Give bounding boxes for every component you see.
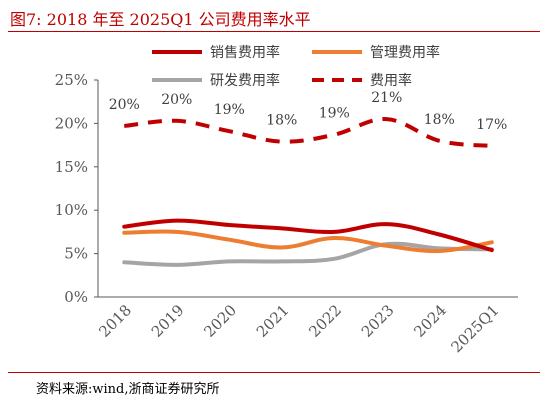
x-tick-label: 2019 [148,301,188,341]
x-tick-label: 2025Q1 [447,301,502,356]
y-tick-label: 20% [55,114,88,132]
data-label-total: 19% [214,102,245,118]
x-tick-label: 2024 [410,301,450,341]
y-tick-label: 10% [55,201,88,219]
series-layer [122,117,494,267]
data-label-total: 18% [424,112,455,128]
data-labels: 20% 20% 19% 18% 19% 21% 18% 17% [109,90,508,133]
y-tick-label: 15% [55,158,88,176]
x-tick-label: 2023 [358,301,398,341]
x-tick-label: 2021 [253,301,293,341]
x-tick-label: 2018 [95,301,135,341]
source-note: 资料来源:wind,浙商证券研究所 [36,382,220,397]
y-tick-label: 5% [64,245,88,263]
series-line-rnd [122,241,494,267]
legend-label-total: 费用率 [370,72,412,89]
y-tick-label: 0% [64,288,88,306]
legend-label-rnd: 研发费用率 [210,72,280,89]
data-label-total: 20% [109,97,140,113]
data-label-total: 19% [319,106,350,122]
data-label-total: 20% [161,92,192,108]
legend-label-admin: 管理费用率 [370,44,440,61]
data-label-total: 18% [266,113,297,129]
series-line-total [124,117,493,148]
y-axis: 0% 5% 10% 15% 20% 25% [55,71,99,306]
y-tick-label: 25% [55,71,88,89]
chart-title: 图7: 2018 年至 2025Q1 公司费用率水平 [10,10,311,29]
x-tick-label: 2022 [305,301,345,341]
series-line-sales [122,218,494,253]
series-line-admin [122,229,494,254]
source-divider [8,372,540,373]
x-tick-label: 2020 [200,301,240,341]
data-label-total: 17% [476,117,507,133]
title-divider [8,31,540,32]
legend-label-sales: 销售费用率 [210,44,280,61]
data-label-total: 21% [371,90,402,106]
